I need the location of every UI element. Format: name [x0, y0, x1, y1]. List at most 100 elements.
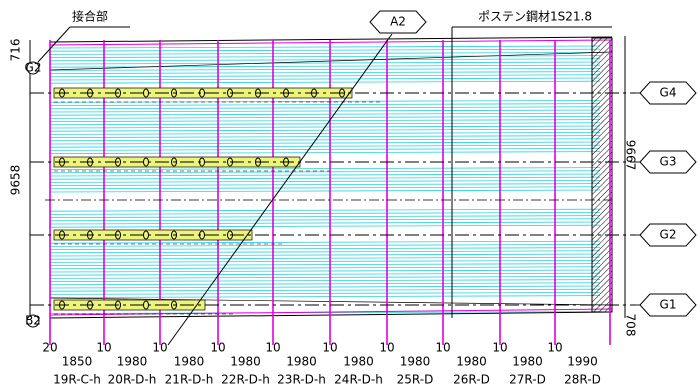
segment-label: 28R-D [564, 373, 601, 387]
segment-label: 25R-D [397, 373, 434, 387]
edge [50, 52, 612, 70]
offset-label: 20 [42, 341, 57, 355]
dim-label: 716 [9, 39, 23, 62]
strand [50, 59, 600, 61]
span-label: 1980 [400, 355, 431, 369]
strand [50, 174, 600, 176]
strand [50, 241, 600, 243]
strand [50, 270, 600, 272]
strand [50, 212, 600, 214]
offset-label: 10 [379, 341, 394, 355]
strand [50, 267, 600, 269]
strand [50, 209, 600, 211]
strand [50, 113, 600, 115]
strand [50, 116, 600, 118]
plan [30, 34, 640, 345]
segment-label: 24R-D-h [334, 373, 383, 387]
strand [50, 260, 600, 262]
strand [50, 120, 600, 122]
strand [50, 75, 600, 77]
segment-label: 19R-C-h [53, 373, 101, 387]
strand [50, 254, 600, 256]
span-label: 1980 [117, 355, 148, 369]
strand [50, 62, 600, 64]
strand [50, 104, 600, 106]
marker-label: B2 [25, 314, 41, 328]
strand [50, 56, 600, 58]
span-label: 1980 [286, 355, 317, 369]
strand [50, 184, 600, 186]
offset-label: 10 [492, 341, 507, 355]
strand [50, 248, 600, 250]
offset-label: 10 [547, 341, 562, 355]
offset-label: 10 [435, 341, 450, 355]
tendon-label: ポステン鋼材1S21.8 [478, 10, 592, 24]
span-label: 1980 [512, 355, 543, 369]
girder-label: G1 [660, 298, 677, 312]
span-label: 1980 [343, 355, 374, 369]
offset-label: 10 [322, 341, 337, 355]
strand [50, 46, 600, 48]
dim-label: 9658 [9, 165, 23, 196]
girder-label: G2 [660, 228, 677, 242]
strand [50, 180, 600, 182]
segment-label: 27R-D [509, 373, 546, 387]
strand [50, 251, 600, 253]
span-label: 1990 [567, 355, 598, 369]
strand [50, 190, 600, 192]
strand [50, 136, 600, 138]
strand [50, 273, 600, 275]
strand [50, 78, 600, 80]
segment-label: 21R-D-h [165, 373, 214, 387]
strand [50, 276, 600, 278]
strand [50, 187, 600, 189]
strand [50, 286, 600, 288]
strand [50, 216, 600, 218]
strand [50, 52, 600, 54]
strand [50, 177, 600, 179]
segment-label: 26R-D [453, 373, 490, 387]
marker-label: G2 [25, 61, 42, 75]
strand [50, 72, 600, 74]
strand [50, 219, 600, 221]
strand [50, 132, 600, 134]
dim-label: 708 [624, 314, 638, 337]
offset-label: 10 [152, 341, 167, 355]
strand [50, 49, 600, 51]
strand [50, 110, 600, 112]
strand [50, 168, 600, 170]
abutment [592, 38, 612, 312]
joint-label: 接合部 [72, 9, 108, 24]
strand [50, 222, 600, 224]
strand [50, 257, 600, 259]
offset-label: 10 [96, 341, 111, 355]
abutment-label: A2 [390, 15, 406, 29]
segment-label: 22R-D-h [221, 373, 270, 387]
strand [50, 264, 600, 266]
span-label: 1980 [174, 355, 205, 369]
span-label: 1980 [456, 355, 487, 369]
strand [50, 283, 600, 285]
skew-line [168, 34, 392, 345]
strand [50, 296, 600, 298]
strand [50, 142, 600, 144]
strand [50, 68, 600, 70]
segment-label: 20R-D-h [108, 373, 157, 387]
segment-label: 23R-D-h [277, 373, 326, 387]
span-label: 1980 [230, 355, 261, 369]
strand [50, 123, 600, 125]
offset-label: 10 [210, 341, 225, 355]
strand [50, 139, 600, 141]
strand [50, 244, 600, 246]
span-label: 1850 [62, 355, 93, 369]
drawing: 接合部 ポステン鋼材1S21.8 A2 716 9658 9667 708 G2… [0, 0, 700, 388]
strand [50, 152, 600, 154]
strand [50, 292, 600, 294]
strand [50, 65, 600, 67]
strand [50, 81, 600, 83]
strand [50, 225, 600, 227]
offset-label: 10 [265, 341, 280, 355]
dim-label: 9667 [624, 140, 638, 171]
strand [50, 145, 600, 147]
strand [50, 129, 600, 131]
